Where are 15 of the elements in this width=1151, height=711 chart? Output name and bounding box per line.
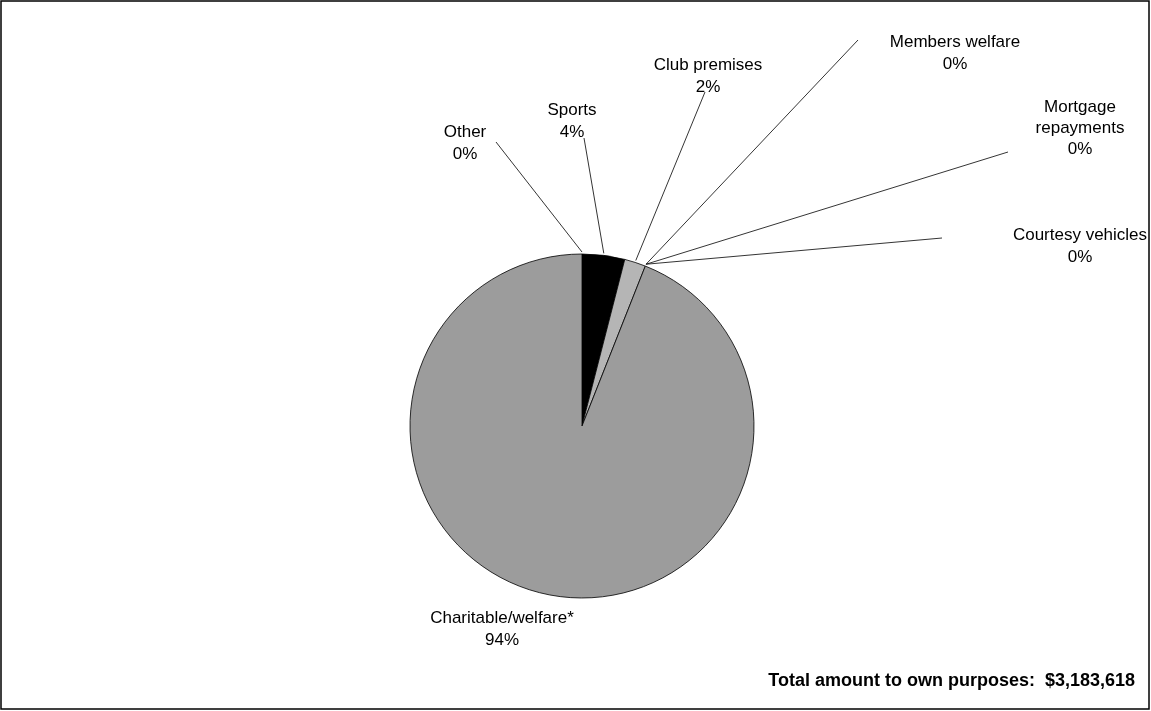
slice-label: Sports — [547, 100, 597, 120]
text: Total amount to own purposes: $3,183,618 — [768, 670, 1135, 690]
category-label: Mortgage repayments — [1035, 97, 1125, 137]
text: 0% — [942, 53, 968, 73]
category-label: Courtesy vehicles — [1012, 225, 1148, 245]
slice-label: Club premises — [653, 55, 763, 75]
data-label: 94% — [484, 629, 520, 649]
slice-label: Charitable/welfare* — [430, 608, 575, 628]
text: 0% — [452, 143, 478, 163]
data-label: 2% — [695, 76, 721, 96]
category-label: Members welfare — [889, 32, 1021, 52]
category-label: Other — [443, 122, 487, 142]
text: 0% — [1067, 246, 1093, 266]
text: 0% — [1067, 138, 1093, 158]
data-label: 4% — [559, 121, 585, 141]
